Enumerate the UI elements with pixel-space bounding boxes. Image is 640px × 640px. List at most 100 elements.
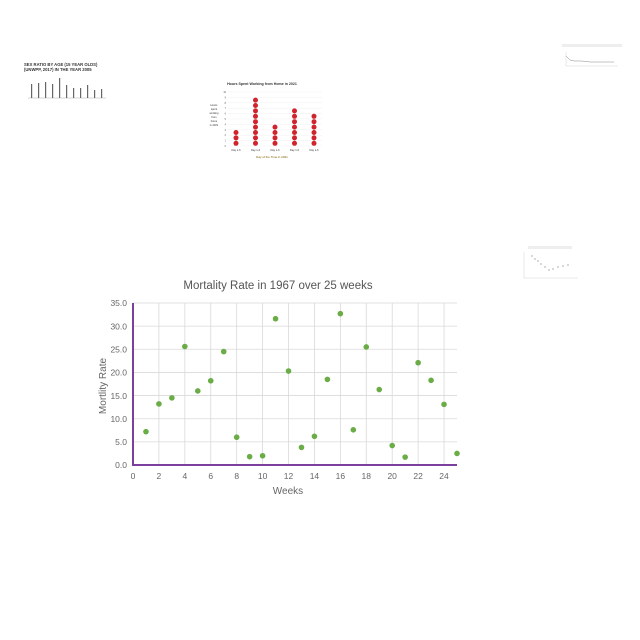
data-point bbox=[376, 386, 383, 393]
hours-category-label: Day 1-6 bbox=[231, 148, 241, 152]
hours-dot bbox=[233, 135, 239, 141]
mortality-scatter-chart: Mortality Rate in 1967 over 25 weeks 0.0… bbox=[98, 280, 460, 497]
hours-thumbnail-xlabel: Day of the Time in 2021 bbox=[256, 155, 288, 159]
data-point bbox=[246, 453, 253, 460]
hours-dot bbox=[253, 119, 258, 125]
data-point bbox=[402, 454, 408, 460]
y-tick-label: 25.0 bbox=[110, 344, 127, 354]
data-point bbox=[428, 377, 434, 384]
y-tick-label: 0.0 bbox=[115, 460, 127, 470]
hours-dot bbox=[233, 140, 239, 146]
hours-category-label: Day 1-6 bbox=[251, 148, 261, 152]
hours-dot bbox=[292, 108, 297, 114]
hours-tick-label: 10 bbox=[223, 91, 226, 94]
hours-dot bbox=[253, 97, 258, 103]
x-tick-label: 18 bbox=[362, 471, 372, 481]
hours-tick-label: 9 bbox=[225, 96, 227, 99]
x-tick-label: 24 bbox=[439, 471, 449, 481]
data-point bbox=[350, 427, 357, 433]
data-point bbox=[220, 348, 227, 355]
data-point bbox=[143, 428, 149, 435]
x-tick-label: 12 bbox=[284, 471, 294, 481]
hours-thumbnail-grid: 0 1 2 3 4 5 6 7 8 9 10 bbox=[223, 91, 322, 148]
y-axis-label: Mortlity Rate bbox=[98, 358, 109, 415]
hours-category-label: Day 1-6 bbox=[270, 148, 280, 152]
hours-dot bbox=[292, 124, 297, 130]
sex-ratio-thumbnail: SEX RATIO BY AGE (15 YEAR OLDS) (UNWPP, … bbox=[24, 62, 106, 99]
hours-dot bbox=[253, 130, 258, 135]
data-point bbox=[298, 444, 305, 451]
hours-tick-label: 0 bbox=[225, 145, 227, 148]
y-tick-label: 5.0 bbox=[115, 437, 127, 447]
data-point bbox=[233, 434, 240, 441]
y-tick-label: 15.0 bbox=[110, 391, 127, 401]
hours-dot bbox=[272, 140, 278, 146]
data-point bbox=[311, 433, 318, 440]
hours-category-label: Day 1-6 bbox=[309, 148, 319, 152]
data-point bbox=[324, 376, 331, 383]
hours-tick-label: 3 bbox=[225, 129, 227, 132]
hours-dot bbox=[292, 130, 297, 135]
hours-category-label: Day 1-6 bbox=[290, 148, 300, 152]
hours-thumbnail-categories: Day 1-6 Day 1-6 Day 1-6 Day 1-6 Day 1-6 bbox=[231, 148, 319, 152]
data-point bbox=[415, 359, 421, 366]
hours-dot bbox=[311, 140, 317, 146]
x-tick-label: 16 bbox=[336, 471, 346, 481]
y-tick-label: 30.0 bbox=[110, 321, 127, 331]
data-point bbox=[272, 315, 279, 322]
data-point bbox=[454, 450, 460, 457]
y-tick-label: 20.0 bbox=[110, 368, 127, 378]
chart-points bbox=[143, 310, 460, 460]
x-tick-label: 4 bbox=[182, 471, 187, 481]
hours-dot bbox=[272, 124, 278, 130]
hours-tick-label: 2 bbox=[225, 134, 227, 137]
data-point bbox=[363, 344, 370, 350]
hours-dot bbox=[253, 140, 258, 146]
sex-ratio-title-line2: (UNWPP, 2017) IN THE YEAR 2005 bbox=[24, 67, 92, 72]
x-tick-label: 0 bbox=[131, 471, 136, 481]
y-axis-ticks: 0.0 5.0 10.0 15.0 20.0 25.0 30.0 35.0 bbox=[110, 298, 127, 470]
sex-ratio-bars bbox=[28, 78, 106, 99]
hours-dot bbox=[311, 113, 317, 119]
data-point bbox=[207, 377, 214, 384]
hours-ylabel-line: Hours bbox=[211, 103, 219, 107]
chart-gridlines bbox=[132, 302, 457, 466]
scatter-thumbnail-right bbox=[523, 246, 578, 279]
hours-dot bbox=[253, 135, 258, 141]
x-tick-label: 8 bbox=[234, 471, 239, 481]
data-point bbox=[156, 401, 162, 407]
chart-title: Mortality Rate in 1967 over 25 weeks bbox=[183, 280, 372, 292]
data-point bbox=[389, 442, 396, 449]
data-point bbox=[337, 310, 344, 317]
hours-dot bbox=[253, 103, 258, 108]
hours-tick-label: 5 bbox=[225, 118, 227, 121]
sex-ratio-title-line1: SEX RATIO BY AGE (15 YEAR OLDS) bbox=[24, 62, 98, 67]
hours-from-home-thumbnail: Hours Spent Working from Home in 2021 Ho… bbox=[210, 82, 322, 159]
y-tick-label: 35.0 bbox=[110, 298, 127, 308]
hours-tick-label: 4 bbox=[225, 123, 227, 126]
data-point bbox=[285, 368, 292, 374]
line-chart-thumbnail-top-right bbox=[562, 44, 622, 67]
hours-dot bbox=[253, 108, 258, 114]
data-point bbox=[182, 343, 188, 350]
hours-dot bbox=[292, 119, 297, 125]
hours-ylabel-line: spent bbox=[211, 107, 218, 111]
hours-dot bbox=[292, 135, 297, 141]
hours-dot bbox=[292, 140, 297, 146]
hours-dot bbox=[233, 130, 239, 135]
hours-dot bbox=[311, 130, 317, 135]
x-tick-label: 14 bbox=[310, 471, 320, 481]
hours-dot bbox=[292, 113, 297, 119]
hours-tick-label: 7 bbox=[225, 107, 227, 110]
chart-axes bbox=[132, 303, 457, 466]
x-tick-label: 22 bbox=[413, 471, 423, 481]
hours-dot bbox=[272, 135, 278, 141]
hours-dot bbox=[311, 124, 317, 130]
hours-thumbnail-dots bbox=[233, 97, 317, 146]
hours-thumbnail-title: Hours Spent Working from Home in 2021 bbox=[227, 82, 297, 86]
hours-tick-label: 1 bbox=[225, 140, 227, 143]
hours-dot bbox=[311, 119, 317, 125]
hours-tick-label: 6 bbox=[225, 113, 227, 116]
x-tick-label: 6 bbox=[208, 471, 213, 481]
